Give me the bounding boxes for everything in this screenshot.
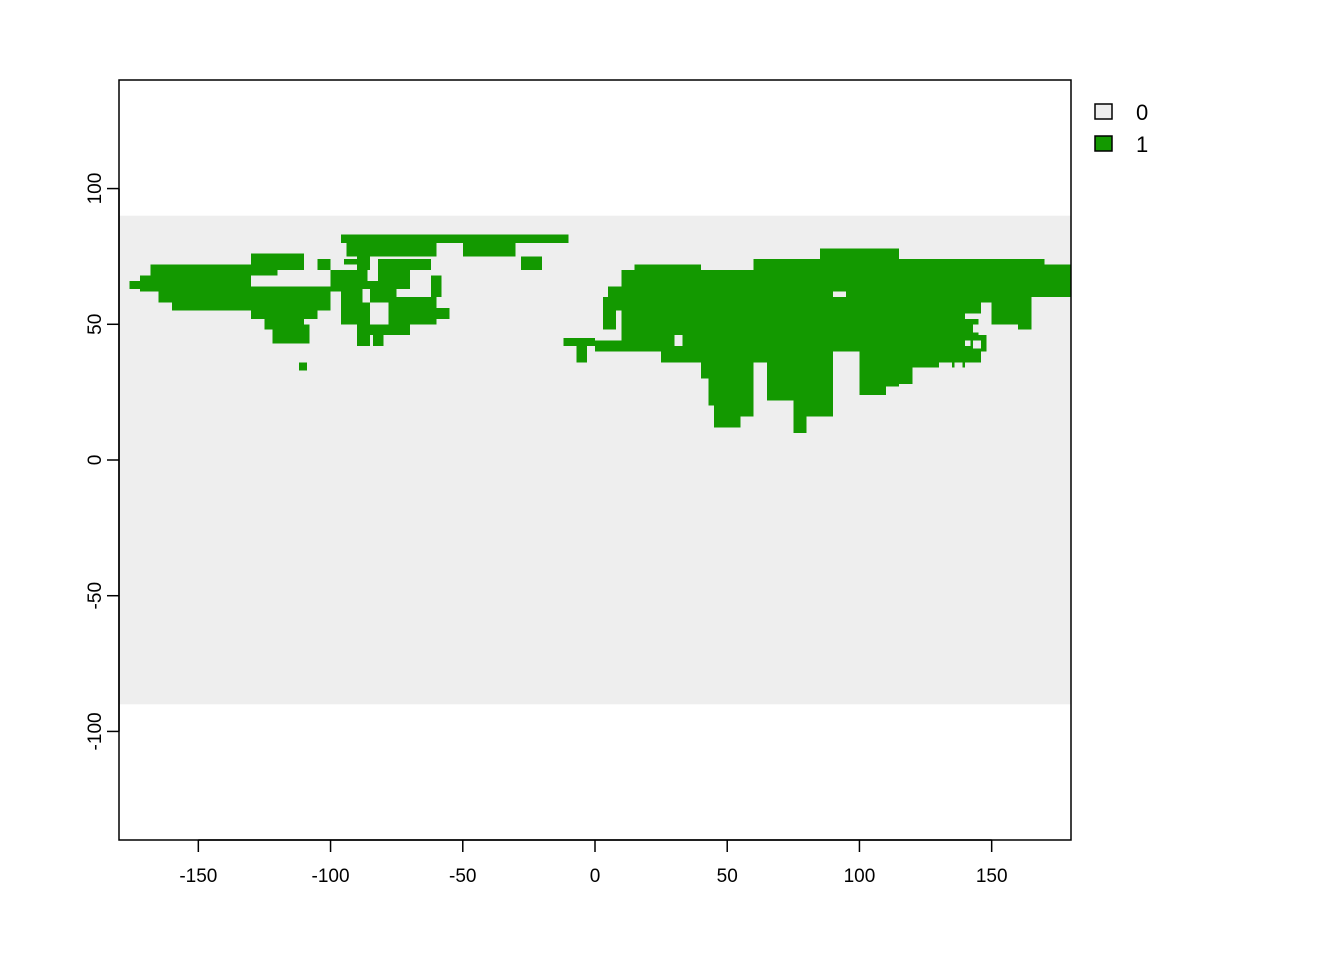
- x-tick-label: -150: [179, 866, 217, 887]
- raster-cell-value-1: [372, 329, 384, 346]
- raster-cell-value-1: [251, 253, 305, 270]
- raster-cell-value-1: [378, 259, 410, 289]
- raster-cell-value-1: [1044, 270, 1071, 298]
- raster-cell-value-1: [357, 310, 371, 330]
- raster-cell-value-1: [1018, 308, 1032, 330]
- x-tick-label: 0: [590, 866, 601, 887]
- legend-swatch-1: [1094, 135, 1113, 152]
- raster-cell-value-1: [780, 378, 794, 395]
- raster-cell-value-1: [462, 242, 516, 257]
- x-tick-label: -100: [312, 866, 350, 887]
- raster-cell-value-0: [674, 335, 683, 346]
- raster-cell-value-1: [520, 256, 543, 270]
- raster-cell-value-1: [357, 242, 371, 270]
- raster-cell-value-0: [367, 270, 379, 281]
- raster-cell-value-0: [362, 289, 371, 303]
- raster-cells-value-1: [129, 234, 1071, 433]
- raster-cell-value-1: [317, 259, 331, 270]
- raster-cell-value-1: [899, 351, 913, 384]
- raster-cell-value-1: [714, 400, 741, 428]
- x-tick-label: 150: [976, 866, 1008, 887]
- raster-cell-value-1: [674, 270, 767, 325]
- legend-label-0: 0: [1136, 100, 1148, 125]
- y-tick-label: 50: [85, 314, 106, 335]
- raster-cell-value-0: [420, 275, 429, 287]
- x-axis: -150 -100 -50 0 50 100 150: [179, 839, 1008, 887]
- raster-cell-value-1: [833, 259, 966, 292]
- raster-cell-value-1: [171, 297, 199, 311]
- legend-swatch-0: [1094, 103, 1113, 120]
- raster-cell-value-1: [409, 259, 432, 270]
- raster-cell-value-0: [954, 362, 963, 368]
- raster-cell-value-1: [357, 329, 371, 346]
- raster-cell-value-1: [272, 324, 310, 344]
- y-tick-label: -50: [85, 582, 106, 609]
- raster-cell-value-0: [973, 324, 982, 333]
- raster-cell-value-1: [661, 351, 688, 363]
- raster-cell-value-1: [330, 270, 371, 292]
- y-tick-label: 0: [85, 455, 106, 466]
- y-tick-label: 100: [85, 173, 106, 205]
- legend-label-1: 1: [1136, 132, 1148, 157]
- raster-cell-value-1: [938, 335, 960, 363]
- raster-cell-value-1: [912, 340, 939, 368]
- y-tick-label: -100: [85, 712, 106, 750]
- raster-cell-value-1: [740, 378, 754, 417]
- raster-cell-value-1: [959, 324, 974, 336]
- raster-cell-value-1: [595, 340, 635, 352]
- raster-cell-value-1: [859, 351, 886, 395]
- raster-cell-value-1: [341, 234, 569, 243]
- raster-cell-value-1: [150, 264, 278, 276]
- raster-cell-value-1: [129, 280, 146, 289]
- raster-cells-value-0-holes: [362, 270, 982, 368]
- raster-cell-value-1: [965, 302, 982, 314]
- raster-cell-value-0: [973, 340, 982, 349]
- plot-area: [118, 79, 1072, 841]
- raster-cell-value-1: [965, 286, 1032, 303]
- raster-cell-value-1: [793, 351, 833, 417]
- raster-cell-value-1: [343, 259, 357, 265]
- raster-cell-value-1: [766, 297, 860, 352]
- raster-cell-value-1: [436, 308, 450, 319]
- y-axis: -100 -50 0 50 100: [85, 173, 120, 750]
- raster-cell-value-1: [959, 346, 982, 363]
- x-tick-label: 100: [844, 866, 876, 887]
- raster-cell-value-1: [563, 337, 595, 346]
- x-tick-label: 50: [717, 866, 738, 887]
- raster-cell-value-1: [793, 405, 807, 433]
- raster-cell-value-1: [885, 351, 900, 387]
- raster-cell-value-1: [383, 329, 410, 336]
- legend: 01: [1094, 100, 1148, 157]
- raster-cell-value-1: [431, 275, 442, 298]
- raster-cell-value-1: [298, 362, 307, 371]
- raster-cell-value-1: [634, 264, 701, 276]
- raster-cell-value-1: [576, 346, 588, 363]
- x-tick-label: -50: [449, 866, 476, 887]
- raster-cell-value-1: [388, 297, 437, 325]
